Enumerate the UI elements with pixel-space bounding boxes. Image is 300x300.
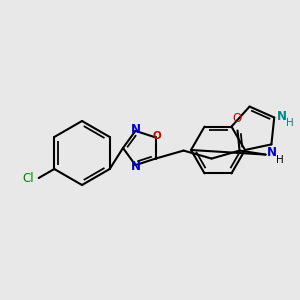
Text: N: N (130, 123, 140, 136)
Text: N: N (130, 160, 140, 172)
Text: N: N (267, 146, 277, 159)
Text: H: H (286, 118, 294, 128)
Text: O: O (152, 131, 161, 141)
Text: Cl: Cl (22, 172, 34, 185)
Text: N: N (277, 110, 287, 123)
Text: O: O (232, 112, 241, 124)
Text: H: H (276, 154, 283, 165)
